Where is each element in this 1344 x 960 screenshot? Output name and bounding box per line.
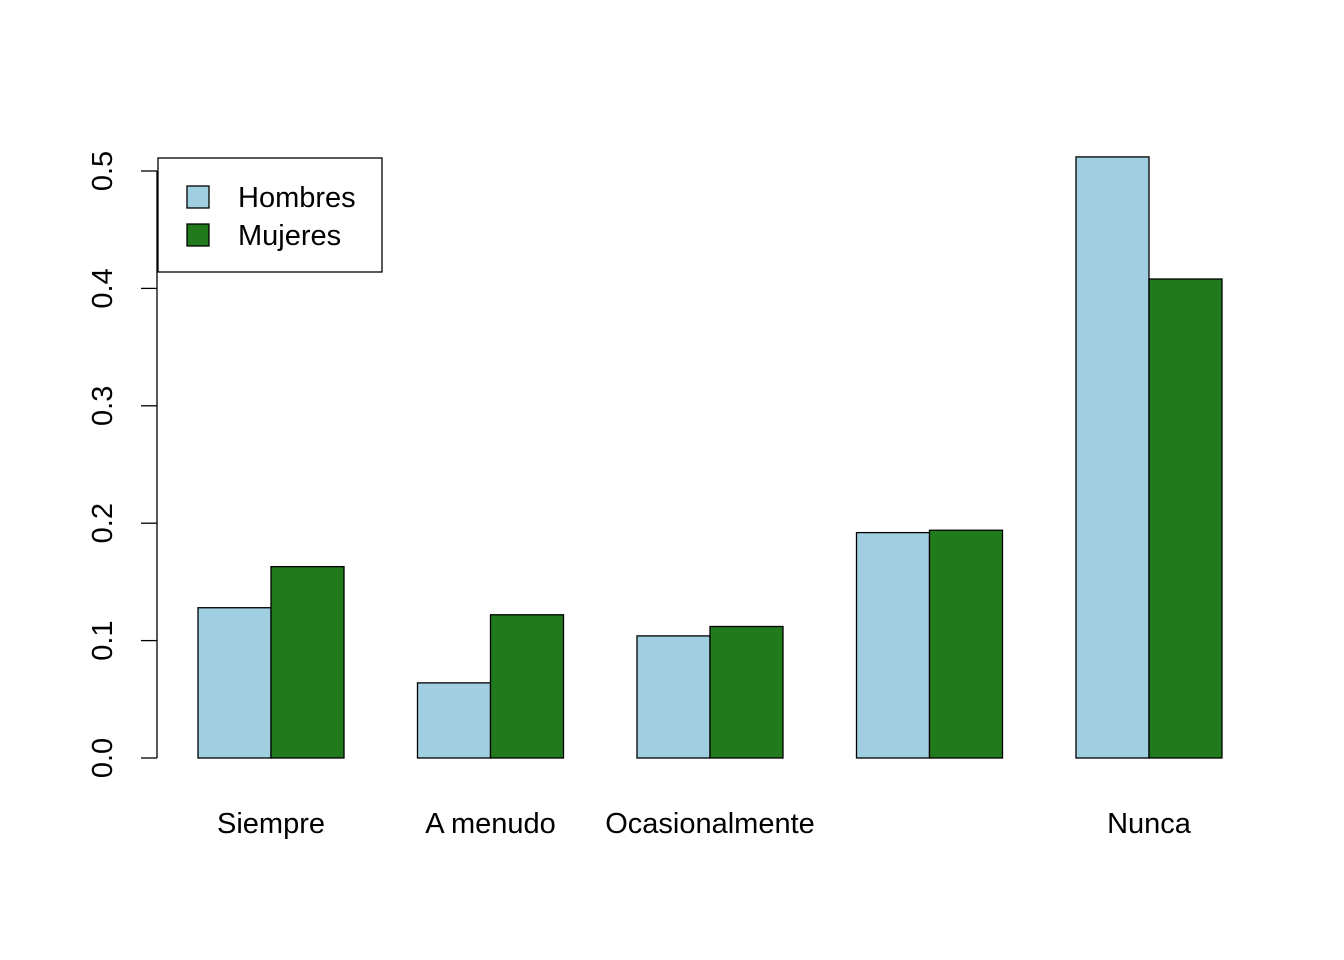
category-label: Siempre	[217, 808, 325, 840]
bar-mujeres-4	[1148, 278, 1223, 759]
legend: Hombres Mujeres	[157, 157, 383, 273]
category-label: A menudo	[425, 808, 556, 840]
y-tick-label: 0.3	[87, 386, 119, 426]
bar-hombres-3	[855, 531, 931, 759]
bar-mujeres-2	[709, 625, 784, 759]
bar-hombres-2	[636, 635, 711, 759]
bar-mujeres-1	[489, 614, 565, 759]
y-tick-label: 0.2	[87, 503, 119, 543]
bar-hombres-1	[416, 682, 492, 759]
legend-swatch-mujeres	[186, 223, 210, 247]
bar-mujeres-3	[928, 529, 1004, 759]
bar-mujeres-0	[270, 565, 345, 759]
category-label: Nunca	[1107, 808, 1192, 840]
y-tick-label: 0.1	[87, 620, 119, 660]
y-axis: 0.0 0.1 0.2 0.3 0.4 0.5	[87, 151, 158, 778]
y-tick-label: 0.5	[87, 151, 119, 191]
y-tick-label: 0.4	[87, 268, 119, 308]
y-tick-label: 0.0	[87, 738, 119, 778]
category-label: Ocasionalmente	[605, 808, 815, 840]
legend-swatch-hombres	[186, 185, 210, 209]
bars	[197, 156, 1223, 759]
legend-box	[157, 157, 383, 273]
legend-label-mujeres: Mujeres	[238, 220, 341, 252]
category-labels: Siempre A menudo Ocasionalmente Nunca	[217, 808, 1192, 840]
bar-hombres-0	[197, 607, 272, 759]
legend-label-hombres: Hombres	[238, 182, 356, 214]
bar-hombres-4	[1075, 156, 1150, 759]
